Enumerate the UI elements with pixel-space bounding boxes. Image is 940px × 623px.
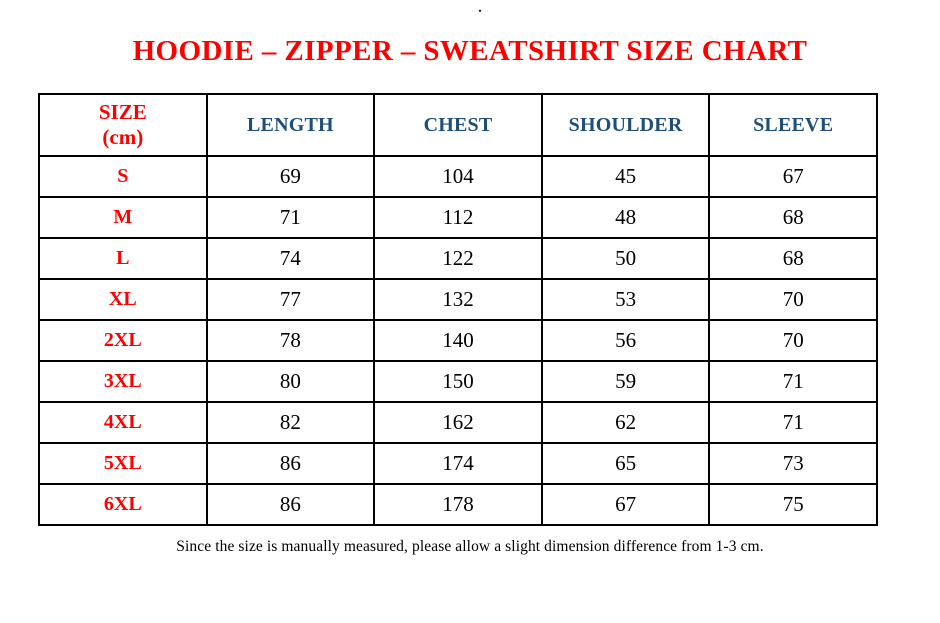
chest-value: 112 bbox=[373, 196, 543, 239]
table-row: S 69 104 45 67 bbox=[38, 155, 878, 198]
size-label: L bbox=[38, 237, 208, 280]
header-chest: CHEST bbox=[373, 93, 543, 157]
sleeve-value: 71 bbox=[708, 401, 878, 444]
length-value: 86 bbox=[205, 442, 376, 485]
shoulder-value: 50 bbox=[540, 237, 711, 280]
length-value: 74 bbox=[205, 237, 376, 280]
sleeve-value: 70 bbox=[708, 319, 878, 362]
header-size-unit: (cm) bbox=[102, 125, 144, 149]
size-label: XL bbox=[38, 278, 208, 321]
shoulder-value: 62 bbox=[540, 401, 711, 444]
length-value: 82 bbox=[205, 401, 376, 444]
sleeve-value: 68 bbox=[708, 237, 878, 280]
shoulder-value: 67 bbox=[540, 483, 711, 526]
shoulder-value: 65 bbox=[540, 442, 711, 485]
header-sleeve: SLEEVE bbox=[708, 93, 878, 157]
table-row: M 71 112 48 68 bbox=[38, 196, 878, 239]
table-row: 6XL 86 178 67 75 bbox=[38, 483, 878, 526]
top-period-mark: . bbox=[478, 0, 482, 16]
length-value: 80 bbox=[205, 360, 376, 403]
chest-value: 150 bbox=[373, 360, 543, 403]
chest-value: 104 bbox=[373, 155, 543, 198]
sleeve-value: 75 bbox=[708, 483, 878, 526]
sleeve-value: 73 bbox=[708, 442, 878, 485]
table-row: 4XL 82 162 62 71 bbox=[38, 401, 878, 444]
table-row: 3XL 80 150 59 71 bbox=[38, 360, 878, 403]
sleeve-value: 70 bbox=[708, 278, 878, 321]
length-value: 78 bbox=[205, 319, 376, 362]
length-value: 69 bbox=[205, 155, 376, 198]
table-row: XL 77 132 53 70 bbox=[38, 278, 878, 321]
table-row: 5XL 86 174 65 73 bbox=[38, 442, 878, 485]
size-label: S bbox=[38, 155, 208, 198]
size-label: M bbox=[38, 196, 208, 239]
table-row: L 74 122 50 68 bbox=[38, 237, 878, 280]
chest-value: 122 bbox=[373, 237, 543, 280]
chest-value: 162 bbox=[373, 401, 543, 444]
shoulder-value: 48 bbox=[540, 196, 711, 239]
shoulder-value: 56 bbox=[540, 319, 711, 362]
header-length: LENGTH bbox=[205, 93, 376, 157]
header-shoulder: SHOULDER bbox=[540, 93, 711, 157]
length-value: 86 bbox=[205, 483, 376, 526]
chest-value: 178 bbox=[373, 483, 543, 526]
page-title: HOODIE – ZIPPER – SWEATSHIRT SIZE CHART bbox=[132, 35, 808, 67]
size-label: 6XL bbox=[38, 483, 208, 526]
header-size: SIZE (cm) bbox=[38, 93, 208, 157]
shoulder-value: 59 bbox=[540, 360, 711, 403]
size-label: 4XL bbox=[38, 401, 208, 444]
sleeve-value: 68 bbox=[708, 196, 878, 239]
sleeve-value: 67 bbox=[708, 155, 878, 198]
chest-value: 140 bbox=[373, 319, 543, 362]
length-value: 77 bbox=[205, 278, 376, 321]
shoulder-value: 53 bbox=[540, 278, 711, 321]
header-size-label: SIZE bbox=[98, 100, 147, 125]
shoulder-value: 45 bbox=[540, 155, 711, 198]
length-value: 71 bbox=[205, 196, 376, 239]
table-header-row: SIZE (cm) LENGTH CHEST SHOULDER SLEEVE bbox=[38, 93, 878, 157]
size-label: 3XL bbox=[38, 360, 208, 403]
size-label: 5XL bbox=[38, 442, 208, 485]
chest-value: 174 bbox=[373, 442, 543, 485]
size-chart-table: SIZE (cm) LENGTH CHEST SHOULDER SLEEVE S… bbox=[38, 93, 878, 526]
size-label: 2XL bbox=[38, 319, 208, 362]
table-row: 2XL 78 140 56 70 bbox=[38, 319, 878, 362]
chest-value: 132 bbox=[373, 278, 543, 321]
footer-note: Since the size is manually measured, ple… bbox=[176, 538, 764, 555]
sleeve-value: 71 bbox=[708, 360, 878, 403]
